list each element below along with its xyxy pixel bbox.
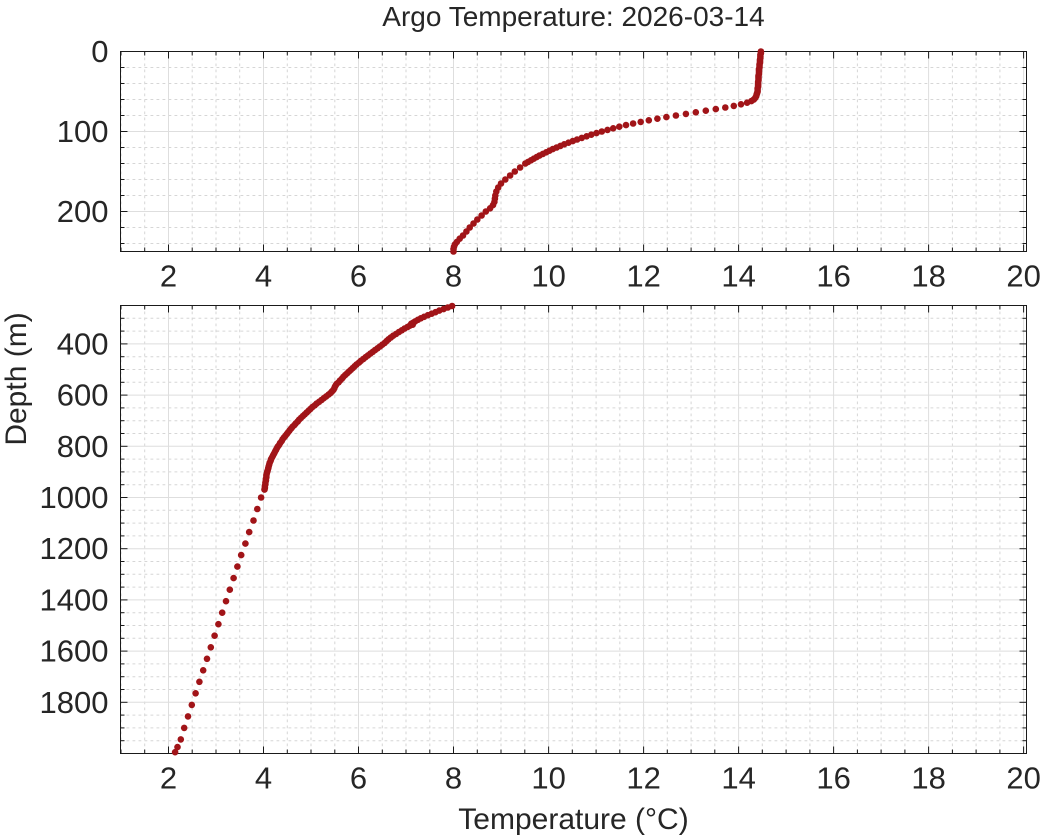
x-tick-label: 18 <box>911 259 945 294</box>
tick-marks <box>120 51 1027 252</box>
lower-profile-data-points <box>171 302 456 756</box>
y-tick-label: 200 <box>57 194 109 229</box>
x-tick-label: 2 <box>160 259 177 294</box>
y-tick-label: 800 <box>57 429 109 464</box>
y-tick-label: 600 <box>57 378 109 413</box>
y-tick-label: 400 <box>57 326 109 361</box>
x-tick-label: 14 <box>721 259 755 294</box>
x-tick-label: 8 <box>445 761 462 796</box>
x-axis-label: Temperature (°C) <box>458 803 689 836</box>
y-tick-label: 1800 <box>40 685 109 720</box>
axes-frame <box>120 51 1027 252</box>
y-tick-label: 1400 <box>40 582 109 617</box>
x-tick-label: 8 <box>445 259 462 294</box>
y-tick-label: 100 <box>57 114 109 149</box>
x-tick-label: 4 <box>255 259 272 294</box>
x-tick-label: 16 <box>816 761 850 796</box>
x-tick-label: 12 <box>626 259 660 294</box>
minor-gridlines <box>120 305 1027 754</box>
figure-title: Argo Temperature: 2026-03-14 <box>382 1 765 32</box>
x-tick-label: 12 <box>626 761 660 796</box>
x-tick-label: 20 <box>1006 761 1040 796</box>
tick-marks <box>120 305 1027 754</box>
x-tick-label: 6 <box>350 761 367 796</box>
axes-frame <box>120 305 1027 754</box>
major-gridlines <box>120 305 1027 754</box>
x-tick-label: 10 <box>531 259 565 294</box>
x-tick-label: 6 <box>350 259 367 294</box>
minor-gridlines <box>120 51 1027 252</box>
x-tick-label: 16 <box>816 259 850 294</box>
y-tick-label: 1000 <box>40 480 109 515</box>
x-tick-label: 10 <box>531 761 565 796</box>
x-tick-label: 20 <box>1006 259 1040 294</box>
y-axis-label: Depth (m) <box>0 312 33 446</box>
y-tick-label: 1200 <box>40 531 109 566</box>
x-tick-label: 4 <box>255 761 272 796</box>
major-gridlines <box>120 51 1027 252</box>
x-tick-label: 18 <box>911 761 945 796</box>
tick-labels: 2 4 6 8 10 12 14 16 18 20 400 600 800 1000 1200 1400 160… <box>40 326 1041 795</box>
x-tick-label: 2 <box>160 761 177 796</box>
y-tick-label: 0 <box>91 34 108 69</box>
upper-profile-data-points <box>450 48 765 255</box>
lower-profile-plot: 2 4 6 8 10 12 14 16 18 20 400 600 800 1000 1200 1400 160… <box>40 302 1041 796</box>
y-tick-label: 1600 <box>40 634 109 669</box>
x-tick-label: 14 <box>721 761 755 796</box>
